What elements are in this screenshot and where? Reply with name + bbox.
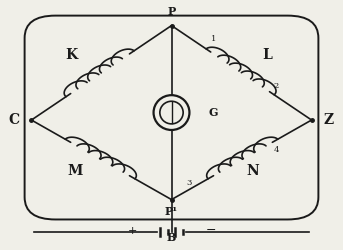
Text: C: C bbox=[9, 113, 20, 127]
Text: −: − bbox=[205, 224, 216, 237]
Text: M: M bbox=[67, 164, 83, 177]
Text: P: P bbox=[167, 6, 176, 17]
Text: 1: 1 bbox=[211, 35, 216, 43]
Text: 4: 4 bbox=[274, 146, 280, 154]
Text: G: G bbox=[209, 107, 218, 118]
Text: 3: 3 bbox=[187, 180, 192, 188]
Text: P¹: P¹ bbox=[165, 206, 178, 217]
Text: 2: 2 bbox=[274, 82, 279, 90]
Text: Z: Z bbox=[323, 113, 334, 127]
Text: N: N bbox=[247, 164, 259, 177]
Text: +: + bbox=[128, 226, 137, 236]
Text: L: L bbox=[262, 48, 272, 62]
Text: B: B bbox=[167, 232, 176, 243]
Text: K: K bbox=[65, 48, 78, 62]
